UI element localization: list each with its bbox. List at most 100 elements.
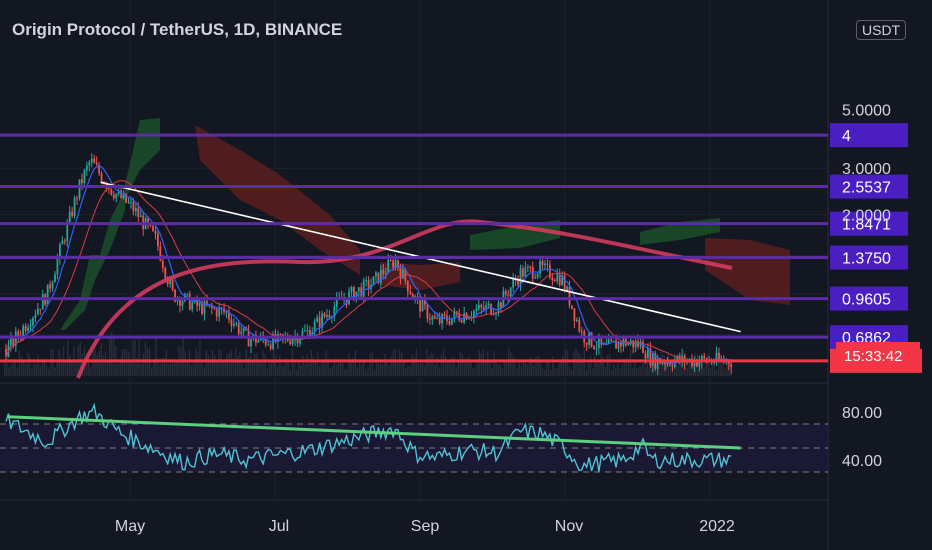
candle-body (541, 261, 544, 266)
cloud-band (380, 262, 460, 290)
volume-bar (526, 364, 529, 376)
candle-body (428, 318, 431, 320)
volume-bar (310, 350, 312, 376)
candle-body (397, 260, 399, 268)
candle-body (10, 337, 12, 345)
volume-bar (688, 359, 690, 376)
volume-bar (524, 363, 527, 376)
volume-bar (251, 361, 254, 376)
volume-bar (346, 368, 348, 376)
volume-bar (598, 363, 600, 376)
volume-bar (182, 336, 184, 376)
volume-bar (190, 365, 193, 376)
candle-body (431, 316, 434, 320)
candle-body (713, 362, 715, 364)
candle-body (306, 329, 309, 331)
volume-bar (707, 353, 709, 376)
volume-bar (342, 362, 344, 376)
candle-body (49, 284, 51, 289)
volume-bar (543, 369, 546, 376)
volume-bar (518, 359, 520, 376)
candle-body (304, 330, 306, 332)
candle-body (289, 340, 292, 345)
volume-bar (709, 368, 711, 376)
chart-title: Origin Protocol / TetherUS, 1D, BINANCE (12, 20, 343, 39)
volume-bar (396, 361, 399, 376)
volume-bar (367, 367, 369, 376)
volume-bar (415, 348, 417, 376)
volume-bar (153, 359, 155, 376)
volume-bar (434, 363, 436, 376)
volume-bar (449, 362, 451, 376)
currency-badge[interactable]: USDT (856, 20, 907, 40)
volume-bar (547, 359, 550, 376)
candle-body (568, 286, 571, 306)
volume-bar (445, 356, 447, 376)
volume-bar (226, 354, 228, 376)
volume-bar (373, 369, 375, 376)
volume-bar (134, 340, 136, 376)
volume-bar (207, 355, 210, 376)
candle-body (242, 327, 245, 332)
volume-bar (253, 353, 256, 376)
volume-bar (98, 351, 100, 376)
candle-body (12, 337, 15, 346)
volume-bar (104, 351, 107, 376)
volume-bar (327, 357, 329, 376)
candle-body (620, 342, 622, 347)
rsi-tick-label: 80.00 (842, 405, 882, 422)
volume-bar (94, 338, 96, 376)
candle-body (507, 294, 510, 296)
volume-bar (214, 355, 216, 376)
candle-body (433, 316, 436, 319)
volume-bar (88, 356, 90, 376)
volume-bar (470, 361, 472, 376)
candle-body (201, 302, 203, 314)
volume-bar (270, 359, 273, 376)
candle-body (179, 298, 181, 306)
candle-body (269, 344, 272, 349)
volume-bar (482, 349, 485, 376)
candle-body (416, 296, 419, 298)
candle-body (595, 348, 598, 350)
candle-body (629, 340, 632, 343)
volume-bar (31, 368, 33, 376)
candle-body (291, 339, 294, 345)
volume-bar (356, 367, 359, 376)
volume-bar (37, 355, 39, 376)
candle-body (634, 341, 637, 348)
rsi-tick-label: 40.00 (842, 453, 882, 470)
candle-body (512, 279, 515, 288)
volume-bar (138, 336, 140, 376)
volume-bar (545, 359, 548, 376)
volume-bar (686, 367, 688, 376)
candle-body (108, 188, 110, 190)
candle-body (602, 343, 605, 345)
volume-bar (629, 349, 632, 376)
volume-bar (600, 349, 602, 376)
candle-body (389, 260, 392, 262)
volume-bar (638, 366, 640, 376)
candle-body (39, 308, 42, 310)
volume-bar (379, 362, 382, 376)
candle-body (328, 315, 331, 318)
candle-body (460, 320, 463, 323)
candle-body (642, 341, 644, 354)
volume-bar (264, 354, 266, 376)
volume-bar (293, 358, 296, 376)
volume-bar (119, 358, 121, 376)
candle-body (624, 338, 627, 346)
volume-bar (211, 350, 214, 376)
volume-bar (186, 360, 189, 376)
volume-bar (371, 351, 373, 376)
time-tick-label: Jul (269, 518, 289, 535)
volume-bar (426, 349, 428, 376)
volume-bar (531, 357, 533, 376)
volume-bar (455, 367, 457, 376)
volume-bar (4, 359, 6, 376)
candle-body (353, 287, 355, 301)
candle-body (41, 294, 44, 310)
candle-body (477, 304, 480, 310)
volume-bar (163, 358, 165, 376)
